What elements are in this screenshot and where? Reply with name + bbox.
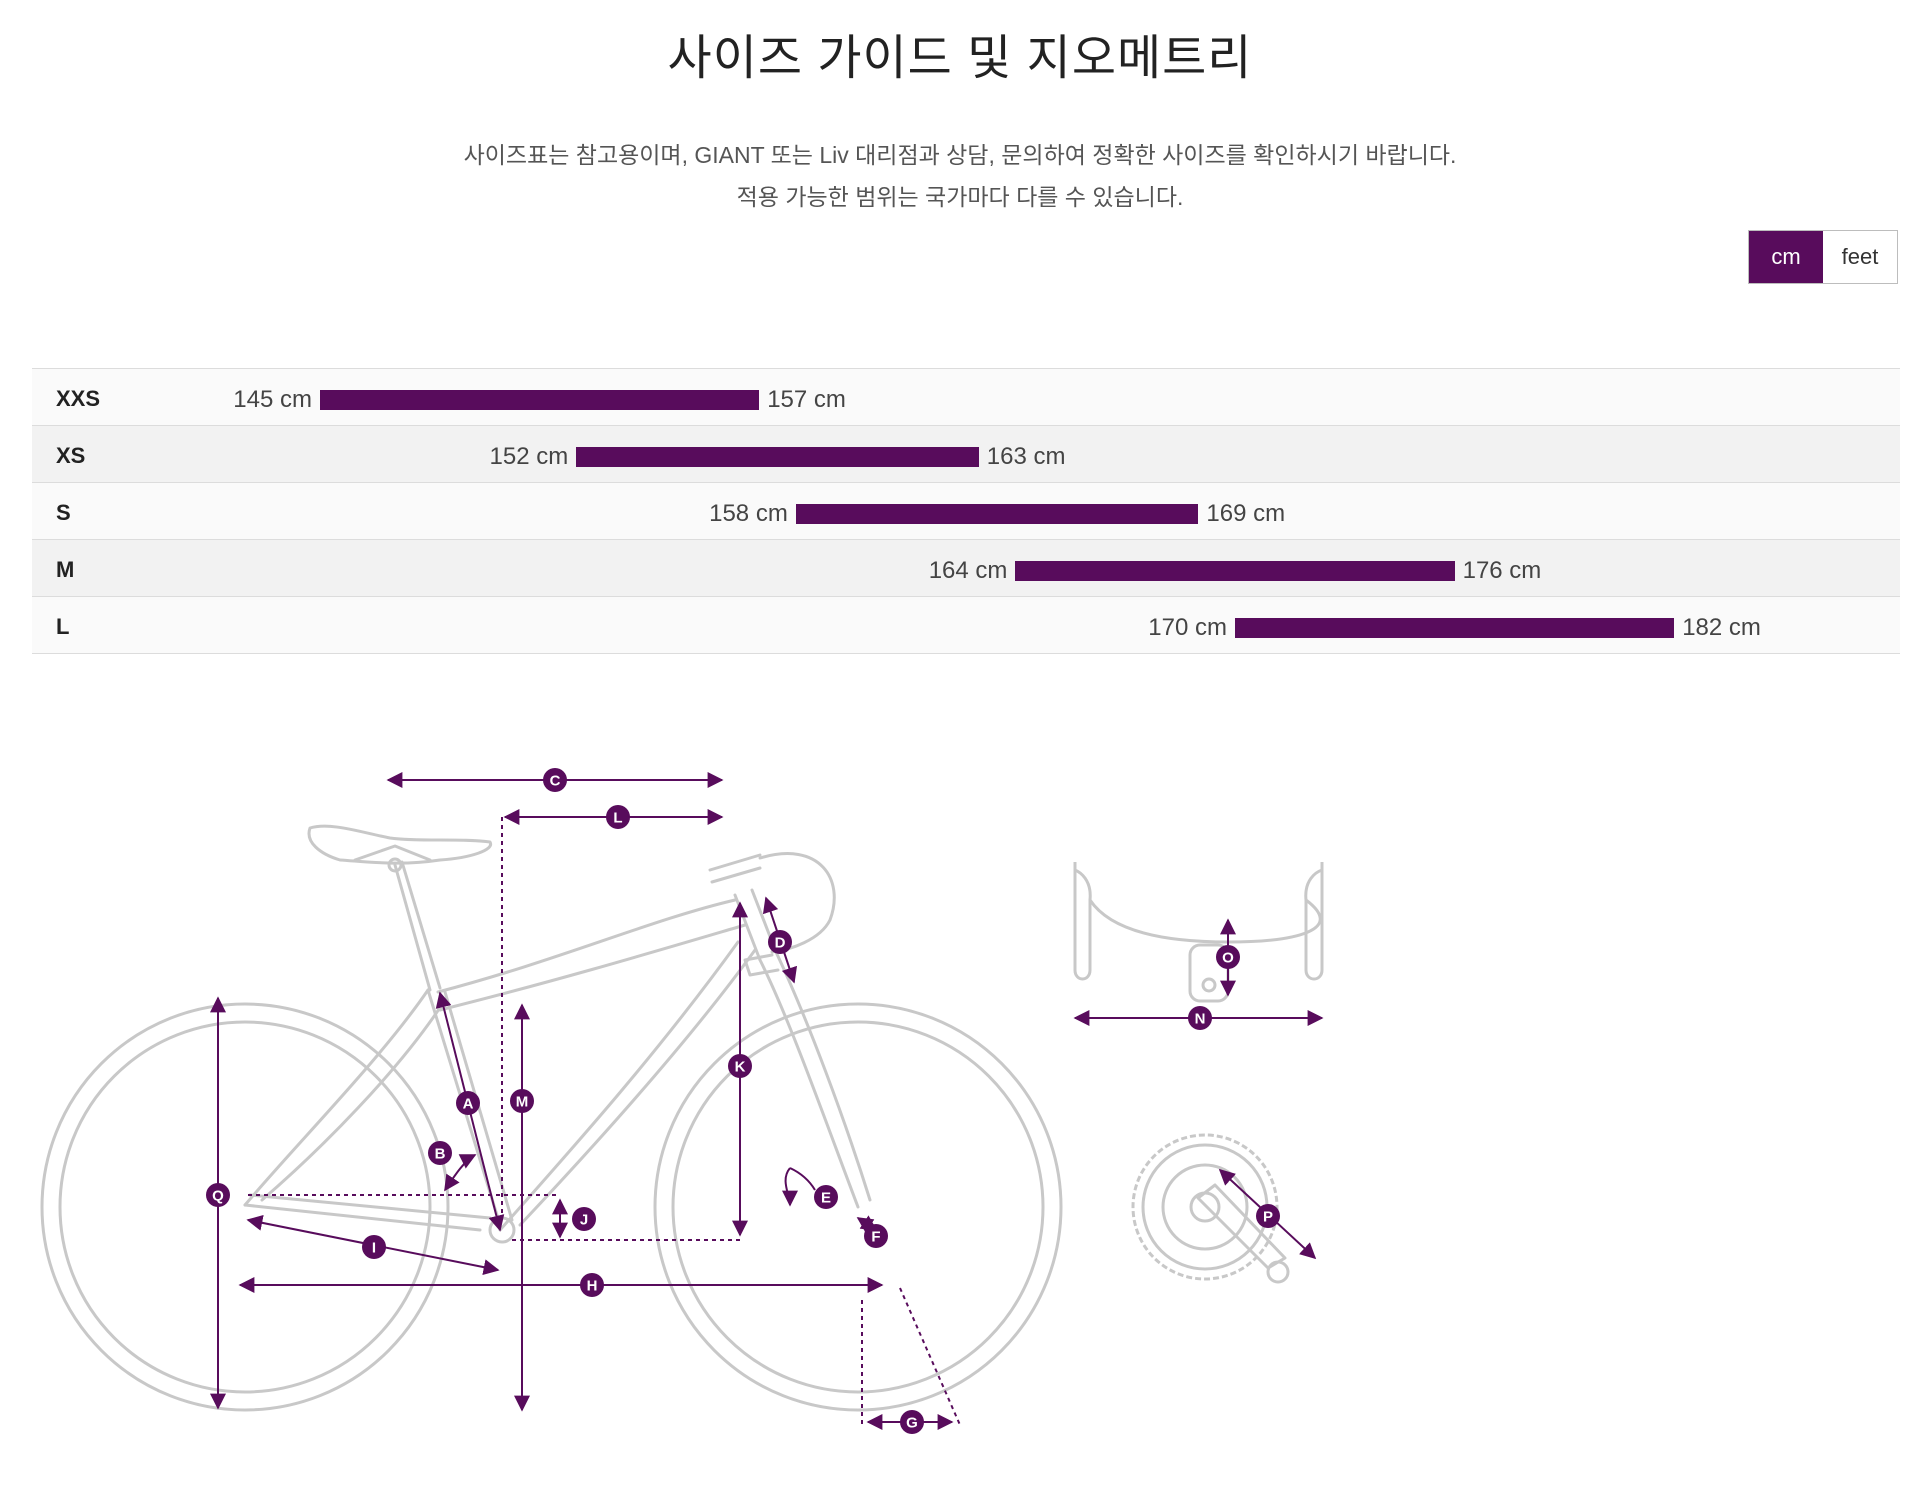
dim-arc-e (786, 1167, 816, 1205)
bike-geometry-svg: A B C D E F G H I J K L M N O P Q (40, 768, 1324, 1434)
geometry-marker-n: N (1188, 1006, 1212, 1030)
range-min-label: 158 cm (709, 500, 788, 527)
dim-arc-b (444, 1154, 477, 1192)
size-label: M (56, 557, 75, 582)
rear-wheel-inner (58, 1020, 432, 1394)
range-max-label: 176 cm (1462, 557, 1542, 584)
geometry-marker-label: K (735, 1059, 746, 1076)
page-title: 사이즈 가이드 및 지오메트리 (667, 32, 1253, 85)
geometry-marker-f: F (864, 1224, 888, 1248)
size-range-table: XXS 145 cm 157 cm XS 152 cm 163 cm S 158 cm 169 … (32, 368, 1900, 654)
range-bar (795, 504, 1199, 524)
size-guide-description: 사이즈표는 참고용이며, GIANT 또는 Liv 대리점과 상담, 문의하여 … (0, 134, 1920, 218)
range-min-label: 164 cm (928, 557, 1008, 584)
geometry-marker-label: M (516, 1094, 529, 1111)
size-row-xs: XS 152 cm 163 cm (32, 426, 1900, 483)
front-wheel-inner (671, 1020, 1045, 1394)
geometry-marker-m: M (510, 1089, 534, 1113)
description-line-2: 적용 가능한 범위는 국가마다 다를 수 있습니다. (736, 184, 1184, 210)
stem (708, 853, 762, 884)
size-label: XS (56, 443, 86, 468)
range-min-label: 170 cm (1148, 614, 1227, 641)
geometry-marker-label: J (580, 1212, 588, 1229)
geometry-marker-d: D (768, 930, 792, 954)
range-min-label: 145 cm (233, 386, 312, 413)
geometry-marker-label: H (587, 1278, 598, 1295)
unit-toggle: cm feet (1748, 230, 1898, 284)
range-bar (1015, 561, 1455, 581)
geometry-marker-q: Q (206, 1183, 230, 1207)
geometry-marker-g: G (900, 1410, 924, 1434)
front-wheel-outer (653, 1002, 1063, 1412)
range-max-label: 182 cm (1682, 614, 1761, 641)
geometry-markers: A B C D E F G H I J K L M N O P Q (206, 768, 1280, 1434)
geometry-marker-c: C (543, 768, 567, 792)
size-row-s: S 158 cm 169 cm (32, 483, 1900, 540)
geometry-marker-label: L (613, 810, 622, 827)
geometry-marker-label: E (821, 1190, 831, 1207)
geometry-diagram: A B C D E F G H I J K L M N O P Q (0, 720, 1920, 1460)
range-max-label: 157 cm (767, 386, 846, 413)
geometry-marker-label: A (463, 1096, 474, 1113)
unit-cm-button[interactable]: cm (1749, 231, 1823, 283)
geometry-marker-label: G (906, 1415, 918, 1432)
handlebar-dimensions (1073, 918, 1324, 1026)
size-label: L (56, 614, 70, 639)
geometry-marker-label: F (871, 1229, 880, 1246)
geometry-marker-label: P (1263, 1209, 1273, 1226)
geometry-marker-label: D (775, 935, 786, 952)
size-row-xxs: XXS 145 cm 157 cm (32, 369, 1900, 426)
size-row-m: M 164 cm 176 cm (32, 540, 1900, 597)
geometry-marker-o: O (1216, 945, 1240, 969)
range-bar (1235, 618, 1675, 638)
description-line-1: 사이즈표는 참고용이며, GIANT 또는 Liv 대리점과 상담, 문의하여 … (463, 142, 1457, 168)
geometry-marker-label: N (1195, 1011, 1206, 1028)
geometry-marker-k: K (728, 1054, 752, 1078)
size-label: S (56, 500, 71, 525)
geometry-marker-e: E (814, 1185, 838, 1209)
range-bar (576, 447, 979, 467)
size-row-l: L 170 cm 182 cm (32, 597, 1900, 654)
unit-feet-button[interactable]: feet (1823, 231, 1897, 283)
geometry-marker-label: O (1222, 950, 1234, 967)
geometry-marker-j: J (572, 1207, 596, 1231)
seat-stay (243, 988, 447, 1207)
geometry-marker-a: A (456, 1091, 480, 1115)
geometry-marker-i: I (362, 1235, 386, 1259)
handlebar-top-view (1073, 862, 1324, 1003)
range-min-label: 152 cm (489, 443, 569, 470)
range-bar (320, 390, 760, 410)
geometry-marker-label: Q (212, 1188, 224, 1205)
range-max-label: 169 cm (1206, 500, 1286, 527)
seatpost (393, 860, 442, 992)
fork (758, 950, 872, 1209)
down-tube (498, 940, 757, 1232)
geometry-marker-h: H (580, 1273, 604, 1297)
bike-line-art (40, 824, 1063, 1412)
geometry-marker-l: L (606, 805, 630, 829)
geometry-marker-label: C (550, 773, 561, 790)
geometry-marker-b: B (428, 1141, 452, 1165)
size-label: XXS (56, 386, 101, 411)
geometry-marker-label: B (435, 1146, 446, 1163)
range-max-label: 163 cm (986, 443, 1066, 470)
geometry-marker-p: P (1256, 1204, 1280, 1228)
dimension-lines (210, 772, 961, 1430)
saddle (307, 824, 493, 865)
chain-stay (243, 1193, 492, 1232)
geometry-marker-label: I (372, 1240, 376, 1257)
